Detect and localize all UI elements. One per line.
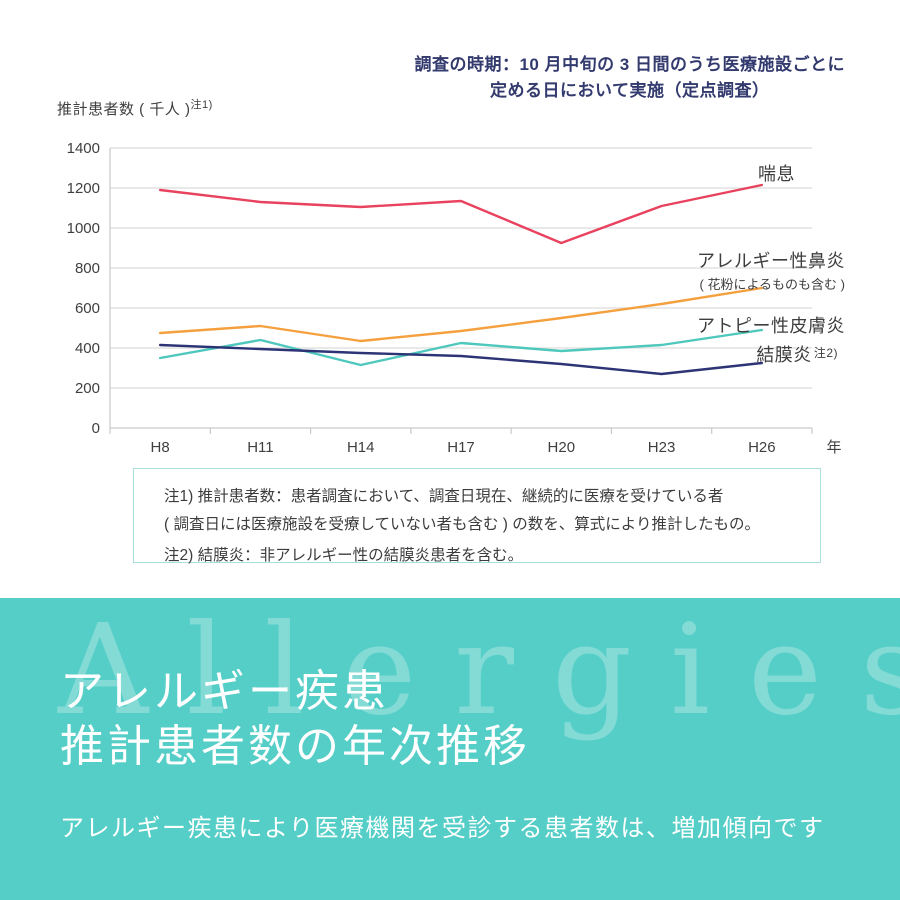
- y-tick-label-1200: 1200: [67, 180, 100, 197]
- note1-line1: 注1) 推計患者数：患者調査において、調査日現在、継続的に医療を受けている者: [164, 488, 724, 505]
- y-tick-label-400: 400: [75, 340, 100, 357]
- page-subtitle: アレルギー疾患により医療機関を受診する患者数は、増加傾向です: [60, 814, 825, 842]
- note2-line: 注2) 結膜炎：非アレルギー性の結膜炎患者を含む。: [164, 547, 524, 564]
- line-chart: 0 200 400 600 800 1000 1200 1400 H8 H11 H14 H17 H20 H…: [67, 140, 842, 456]
- series-label-asthma: 喘息: [758, 160, 795, 186]
- survey-period-note: 調査の時期：10 月中旬の 3 日間のうち医療施設ごとに 定める日において実施（…: [414, 52, 845, 104]
- y-axis-title-note: 注1): [190, 99, 213, 111]
- series-label-asthma-text: 喘息: [758, 164, 795, 184]
- series-label-allergic-rhinitis: アレルギー性鼻炎 ( 花粉によるものも含む ): [697, 247, 845, 293]
- x-tick-label-H17: H17: [447, 439, 475, 456]
- series-label-atopic-dermatitis: アトピー性皮膚炎: [697, 312, 845, 338]
- series-line-conjunctivitis: [158, 343, 764, 376]
- x-tick-label-H26: H26: [748, 439, 776, 456]
- page-title-line2: 推計患者数の年次推移: [60, 721, 530, 772]
- watermark-text: Allergies: [58, 598, 900, 743]
- note1-line2: ( 調査日には医療施設を受療していない者も含む ) の数を、算式により推計したも…: [164, 516, 760, 533]
- y-tick-label-1000: 1000: [67, 220, 100, 237]
- series-label-atopic-text: アトピー性皮膚炎: [697, 316, 845, 336]
- survey-note-line1: 調査の時期：10 月中旬の 3 日間のうち医療施設ごとに: [414, 55, 845, 74]
- footer-banner: Allergies アレルギー疾患 推計患者数の年次推移 アレルギー疾患により医…: [0, 598, 900, 900]
- series-line-allergic-rhinitis: [158, 286, 764, 343]
- series-label-rhinitis-text: アレルギー性鼻炎: [697, 251, 845, 271]
- page-title-line1: アレルギー疾患: [60, 666, 389, 717]
- y-tick-label-200: 200: [75, 380, 100, 397]
- y-axis-title-text: 推計患者数 ( 千人 ): [57, 101, 191, 118]
- x-tick-label-H8: H8: [151, 439, 170, 456]
- series-label-conjunctivitis: 結膜炎 注2): [756, 341, 838, 367]
- x-axis-unit-label: 年: [826, 439, 841, 456]
- page-title: アレルギー疾患 推計患者数の年次推移: [60, 664, 530, 774]
- y-tick-label-0: 0: [92, 420, 100, 437]
- y-tick-label-1400: 1400: [67, 140, 100, 157]
- series-label-conjunctivitis-note: 注2): [813, 346, 838, 360]
- survey-note-line2: 定める日において実施（定点調査）: [489, 81, 770, 100]
- y-axis-title: 推計患者数 ( 千人 )注1): [57, 96, 213, 119]
- notes-box: 注1) 推計患者数：患者調査において、調査日現在、継続的に医療を受けている者 (…: [133, 468, 821, 564]
- series-label-conjunctivitis-text: 結膜炎: [756, 345, 812, 365]
- x-tick-label-H11: H11: [247, 439, 273, 456]
- series-label-rhinitis-subtext: ( 花粉によるものも含む ): [699, 277, 846, 292]
- x-tick-label-H23: H23: [648, 439, 676, 456]
- x-tick-label-H20: H20: [548, 439, 576, 456]
- y-tick-label-600: 600: [75, 300, 100, 317]
- series-line-atopic-dermatitis: [158, 328, 764, 367]
- x-tick-label-H14: H14: [347, 439, 375, 456]
- y-tick-label-800: 800: [75, 260, 100, 277]
- series-line-asthma: [158, 183, 764, 245]
